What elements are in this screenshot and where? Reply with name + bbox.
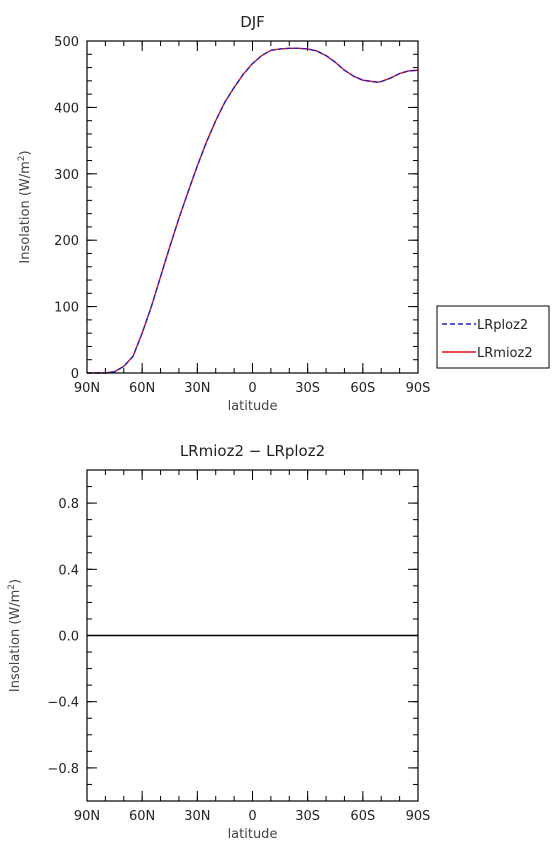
x-tick-label: 90N: [74, 381, 100, 396]
x-tick-label: 0: [248, 809, 256, 824]
x-tick-label: 60S: [350, 381, 375, 396]
y-axis-label: Insolation (W/m2): [7, 579, 23, 692]
series-line-lrploz2: [87, 47, 419, 374]
chart-title: DJF: [240, 13, 265, 31]
x-tick-label: 0: [248, 381, 256, 396]
x-tick-label: 30N: [184, 809, 210, 824]
plot-frame: [86, 469, 419, 802]
legend-box: [436, 305, 550, 369]
y-tick-label: 400: [54, 101, 79, 116]
y-tick-label: 300: [54, 168, 79, 183]
x-tick-label: 60S: [350, 809, 375, 824]
plot-frame: [86, 40, 419, 374]
x-tick-label: 90N: [74, 809, 100, 824]
y-tick-label: 0.4: [58, 563, 79, 578]
difference-panel: LRmioz2 − LRploz2 90N 60N 30N 0 30S 60S 90S −0.8…: [7, 442, 430, 842]
y-tick-label: −0.8: [47, 762, 79, 777]
x-axis-label: latitude: [228, 827, 278, 842]
y-tick-label: 0.0: [58, 630, 79, 645]
djf-panel: DJF 90N 60N 30N 0 30S 60S 90S 0 100 200 300 400 500 la…: [17, 13, 550, 414]
y-tick-label: 0: [71, 367, 79, 382]
y-tick-label: −0.4: [47, 696, 79, 711]
y-axis-label: Insolation (W/m2): [17, 150, 33, 263]
x-tick-label: 60N: [129, 809, 155, 824]
x-tick-label: 60N: [129, 381, 155, 396]
x-axis-label: latitude: [228, 399, 278, 414]
legend: LRploz2 LRmioz2: [436, 305, 550, 369]
y-tick-label: 200: [54, 234, 79, 249]
x-tick-label: 90S: [406, 809, 431, 824]
chart-title: LRmioz2 − LRploz2: [180, 442, 325, 460]
x-tick-label: 30N: [184, 381, 210, 396]
series-line-lrmioz2: [87, 47, 419, 374]
x-tick-label: 90S: [406, 381, 431, 396]
x-tick-label: 30S: [295, 809, 320, 824]
legend-label-lrploz2: LRploz2: [477, 318, 528, 333]
x-tick-label: 30S: [295, 381, 320, 396]
y-tick-label: 100: [54, 301, 79, 316]
y-tick-label: 500: [54, 35, 79, 50]
y-tick-label: 0.8: [58, 497, 79, 512]
legend-label-lrmioz2: LRmioz2: [477, 346, 533, 361]
